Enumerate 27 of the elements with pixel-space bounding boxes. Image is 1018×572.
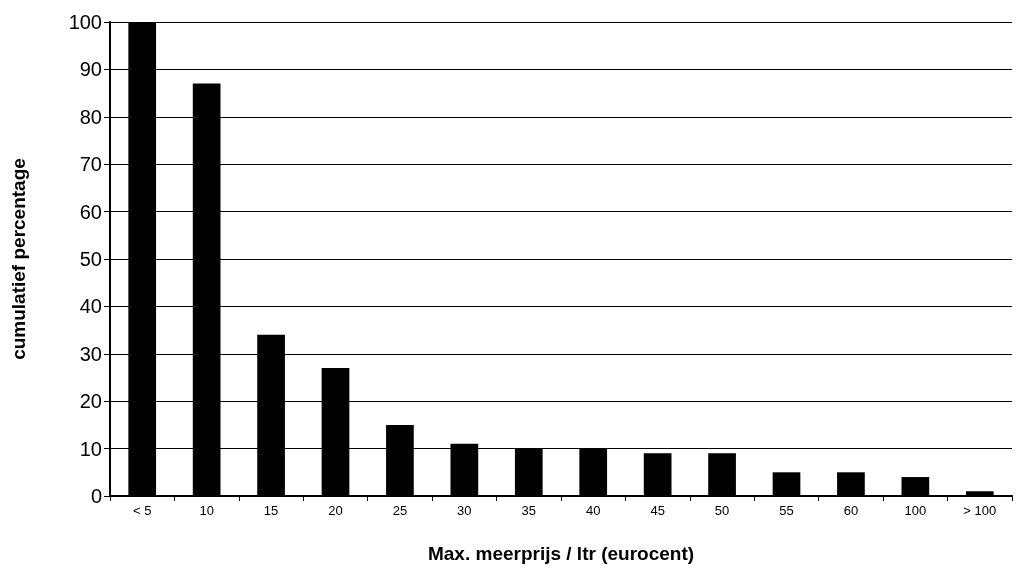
x-tick-label: 45	[650, 503, 665, 518]
y-tick-label: 20	[79, 390, 102, 413]
y-axis-title: cumulatief percentage	[8, 158, 29, 360]
y-tick-label: 70	[79, 153, 102, 176]
x-tick-label: 50	[714, 503, 730, 518]
y-tick-label: 100	[68, 11, 102, 33]
x-tick-label: 10	[199, 503, 214, 518]
x-tick-label: 40	[585, 503, 601, 518]
x-axis-title: Max. meerprijs / ltr (eurocent)	[427, 543, 695, 564]
x-tick-label: 35	[521, 503, 537, 518]
y-tick-label: 30	[79, 342, 102, 365]
x-tick-label: 30	[457, 503, 472, 518]
x-tick-label: 15	[263, 503, 279, 518]
x-tick-label: 55	[779, 503, 794, 518]
x-tick-label: < 5	[133, 503, 152, 518]
x-tick-label: > 100	[963, 503, 997, 518]
x-tick-label: 100	[904, 503, 927, 518]
x-tick-label: 60	[843, 503, 859, 518]
y-tick-label: 50	[79, 248, 102, 270]
y-tick-label: 80	[79, 105, 102, 128]
y-tick-label: 90	[79, 58, 102, 81]
y-tick-label: 40	[79, 295, 102, 318]
y-tick-label: 0	[90, 485, 102, 507]
x-tick-label: 25	[392, 503, 408, 518]
y-tick-label: 60	[79, 200, 102, 223]
x-tick-label: 20	[328, 503, 343, 518]
y-tick-label: 10	[79, 437, 102, 460]
